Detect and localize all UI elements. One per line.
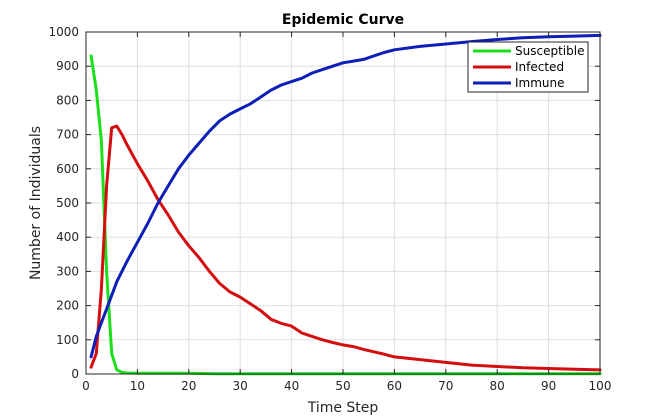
legend-label-susceptible: Susceptible — [515, 44, 584, 58]
y-tick-label: 300 — [56, 264, 79, 278]
y-tick-label: 1000 — [48, 25, 79, 39]
x-tick-label: 100 — [589, 379, 612, 393]
y-tick-label: 200 — [56, 299, 79, 313]
x-tick-label: 20 — [181, 379, 196, 393]
x-tick-labels: 0 10 20 30 40 50 60 70 80 90 100 — [82, 379, 611, 393]
x-tick-label: 30 — [233, 379, 248, 393]
chart-title: Epidemic Curve — [282, 12, 404, 28]
x-tick-label: 0 — [82, 379, 90, 393]
x-axis-title: Time Step — [307, 400, 379, 416]
y-tick-labels: 0 100 200 300 400 500 600 700 800 900 1000 — [48, 25, 79, 381]
y-axis-title: Number of Individuals — [28, 126, 44, 280]
x-tick-label: 90 — [541, 379, 556, 393]
legend-label-immune: Immune — [515, 76, 565, 90]
y-tick-label: 600 — [56, 162, 79, 176]
y-tick-label: 800 — [56, 93, 79, 107]
series-line-infected — [89, 124, 602, 372]
series-line-immune — [89, 33, 602, 359]
x-tick-label: 10 — [130, 379, 145, 393]
y-tick-label: 700 — [56, 128, 79, 142]
axis-ticks — [85, 31, 601, 375]
x-tick-label: 50 — [335, 379, 350, 393]
x-tick-label: 80 — [490, 379, 505, 393]
y-tick-label: 500 — [56, 196, 79, 210]
y-tick-label: 400 — [56, 230, 79, 244]
y-tick-label: 900 — [56, 59, 79, 73]
y-tick-label: 0 — [71, 367, 79, 381]
legend: Susceptible Infected Immune — [467, 41, 589, 93]
y-tick-label: 100 — [56, 333, 79, 347]
x-tick-label: 70 — [438, 379, 453, 393]
x-tick-label: 60 — [387, 379, 402, 393]
legend-label-infected: Infected — [515, 60, 564, 74]
x-tick-label: 40 — [284, 379, 299, 393]
